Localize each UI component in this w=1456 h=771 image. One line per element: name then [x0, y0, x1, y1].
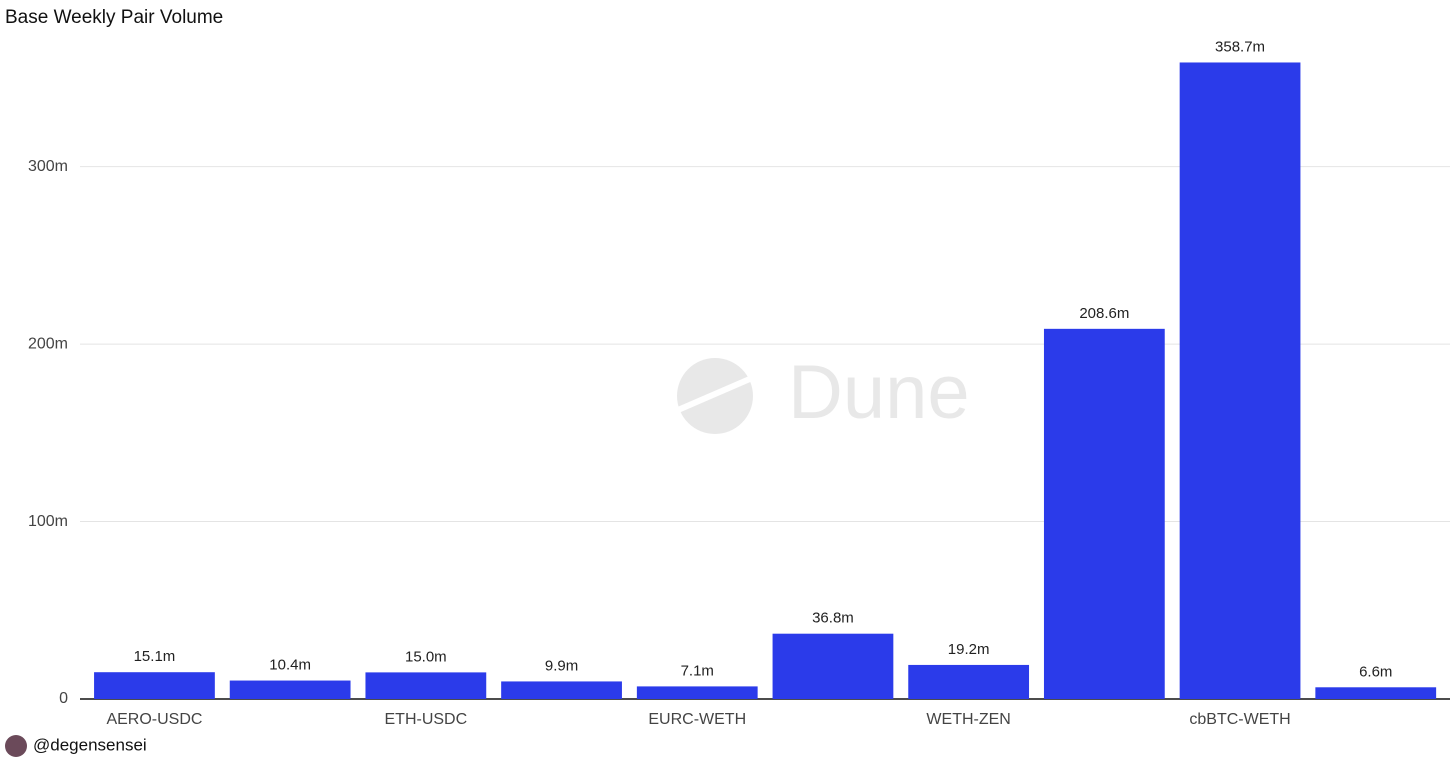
data-label: 15.1m	[134, 648, 176, 665]
bar	[772, 633, 894, 699]
x-tick-label: EURC-WETH	[648, 711, 746, 728]
data-label: 6.6m	[1359, 663, 1392, 680]
y-tick-label: 0	[59, 690, 68, 707]
bar	[94, 672, 215, 699]
avatar	[5, 735, 27, 757]
data-label: 208.6m	[1079, 305, 1129, 322]
bar	[365, 672, 487, 699]
x-tick-label: ETH-USDC	[385, 711, 468, 728]
data-label: 10.4m	[269, 657, 311, 674]
y-tick-label: 100m	[28, 513, 68, 530]
x-tick-label: AERO-USDC	[106, 711, 202, 728]
bar	[1043, 328, 1165, 699]
data-label: 15.0m	[405, 648, 447, 665]
bar	[1315, 687, 1437, 699]
y-tick-label: 200m	[28, 335, 68, 352]
data-label: 36.8m	[812, 610, 854, 627]
data-label: 19.2m	[948, 641, 990, 658]
x-tick-label: cbBTC-WETH	[1189, 711, 1290, 728]
bar	[501, 681, 622, 699]
bar	[229, 680, 351, 699]
data-label: 9.9m	[545, 657, 578, 674]
bar	[1179, 62, 1301, 700]
data-label: 358.7m	[1215, 38, 1265, 55]
x-tick-label: WETH-ZEN	[926, 711, 1010, 728]
author: @degensensei	[33, 735, 147, 754]
y-tick-label: 300m	[28, 158, 68, 175]
chart-title: Base Weekly Pair Volume	[5, 7, 223, 28]
watermark: Dune	[788, 350, 970, 435]
bar	[636, 686, 758, 699]
data-label: 7.1m	[681, 662, 714, 679]
watermark-logo	[676, 358, 754, 434]
bar	[908, 664, 1030, 699]
